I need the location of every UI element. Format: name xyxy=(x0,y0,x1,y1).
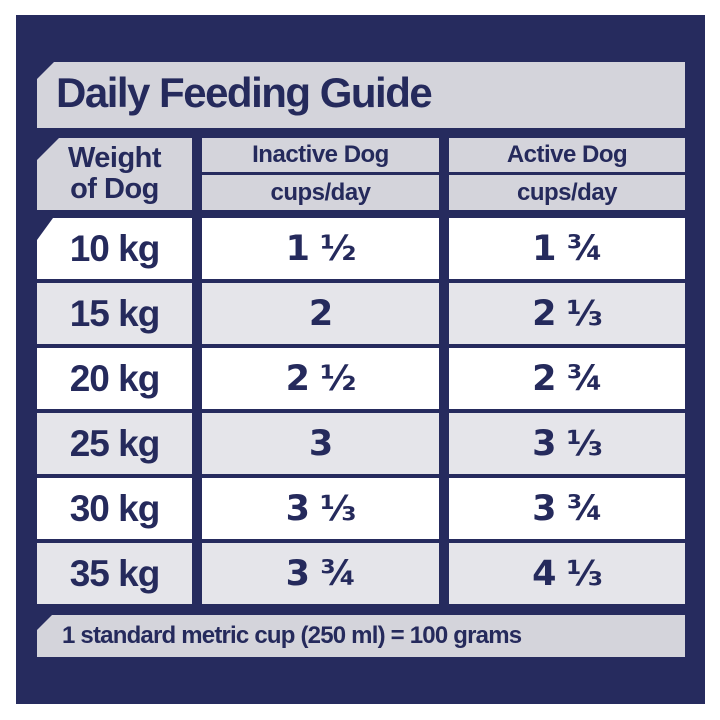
column-header-weight: Weight of Dog xyxy=(37,138,192,210)
table-row: 25 kg 3 3 ⅓ xyxy=(37,413,685,474)
active-value-cell: 3 ⅓ xyxy=(449,413,685,474)
active-unit-label: cups/day xyxy=(516,178,618,206)
weight-cell: 20 kg xyxy=(37,348,192,409)
table-row: 15 kg 2 2 ⅓ xyxy=(37,283,685,344)
table-row: 30 kg 3 ⅓ 3 ¾ xyxy=(37,478,685,539)
weight-cell: 35 kg xyxy=(37,543,192,604)
weight-cell: 30 kg xyxy=(37,478,192,539)
inactive-value-cell: 3 xyxy=(202,413,439,474)
weight-cell: 10 kg xyxy=(37,218,192,279)
table-row: 20 kg 2 ½ 2 ¾ xyxy=(37,348,685,409)
feeding-guide-panel: Daily Feeding Guide Weight of Dog Inacti… xyxy=(16,15,705,704)
table-row: 10 kg 1 ½ 1 ¾ xyxy=(37,218,685,279)
weight-header-line1: Weight xyxy=(67,142,162,174)
inactive-value-cell: 2 ½ xyxy=(202,348,439,409)
active-value-cell: 2 ⅓ xyxy=(449,283,685,344)
active-dog-label: Active Dog xyxy=(506,141,628,168)
active-value-cell: 4 ⅓ xyxy=(449,543,685,604)
inactive-unit-label: cups/day xyxy=(270,178,371,206)
inactive-value-cell: 2 xyxy=(202,283,439,344)
weight-cell: 25 kg xyxy=(37,413,192,474)
footer-note-bar: 1 standard metric cup (250 ml) = 100 gra… xyxy=(37,615,685,657)
title-banner: Daily Feeding Guide xyxy=(37,62,685,128)
active-value-cell: 1 ¾ xyxy=(449,218,685,279)
footer-note: 1 standard metric cup (250 ml) = 100 gra… xyxy=(62,622,522,649)
header-divider xyxy=(449,172,685,175)
column-header-active: Active Dog cups/day xyxy=(449,138,685,210)
column-header-inactive: Inactive Dog cups/day xyxy=(202,138,439,210)
table-header-row: Weight of Dog Inactive Dog cups/day Acti… xyxy=(37,138,685,210)
weight-cell: 15 kg xyxy=(37,283,192,344)
active-value-cell: 3 ¾ xyxy=(449,478,685,539)
inactive-value-cell: 1 ½ xyxy=(202,218,439,279)
header-divider xyxy=(202,172,439,175)
inactive-dog-label: Inactive Dog xyxy=(252,141,389,168)
inactive-value-cell: 3 ⅓ xyxy=(202,478,439,539)
weight-header-line2: of Dog xyxy=(70,173,159,205)
inactive-value-cell: 3 ¾ xyxy=(202,543,439,604)
table-row: 35 kg 3 ¾ 4 ⅓ xyxy=(37,543,685,604)
active-value-cell: 2 ¾ xyxy=(449,348,685,409)
page-title: Daily Feeding Guide xyxy=(56,69,433,116)
